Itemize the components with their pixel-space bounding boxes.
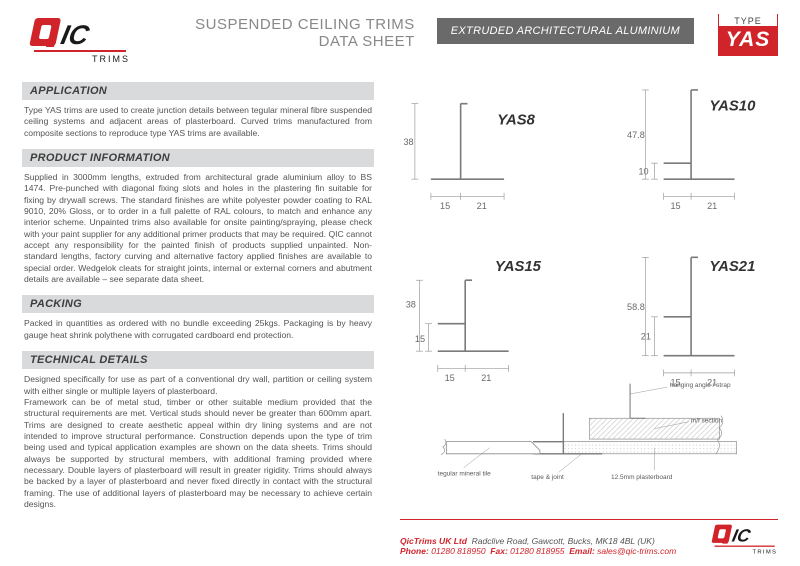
- badge-code-label: YAS: [719, 26, 777, 55]
- header: IC TRIMS SUSPENDED CEILING TRIMS DATA SH…: [22, 14, 778, 66]
- svg-text:TRIMS: TRIMS: [752, 549, 777, 555]
- footer-address: Radclive Road, Gawcott, Bucks, MK18 4BL …: [472, 536, 655, 546]
- svg-text:38: 38: [406, 299, 416, 309]
- section-head-technical: TECHNICAL DETAILS: [22, 351, 374, 369]
- diagram-yas8: YAS8 38 15 21: [392, 76, 575, 230]
- svg-text:YAS15: YAS15: [495, 259, 542, 275]
- cross-section-diagram: hanging angle / strap m/f section tegula…: [392, 368, 778, 498]
- svg-text:58.8: 58.8: [627, 302, 645, 312]
- svg-text:IC: IC: [58, 19, 93, 50]
- title-block: SUSPENDED CEILING TRIMS DATA SHEET: [142, 14, 415, 50]
- svg-text:15: 15: [440, 201, 450, 211]
- section-body-application: Type YAS trims are used to create juncti…: [22, 100, 374, 143]
- svg-text:TRIMS: TRIMS: [92, 54, 130, 64]
- svg-text:IC: IC: [730, 526, 753, 546]
- logo-main: IC TRIMS: [22, 14, 130, 66]
- svg-text:YAS21: YAS21: [709, 259, 755, 275]
- section-body-technical: Designed specifically for use as part of…: [22, 369, 374, 514]
- svg-text:21: 21: [477, 201, 487, 211]
- extruded-bar: EXTRUDED ARCHITECTURAL ALUMINIUM: [437, 18, 694, 44]
- footer-fax-label: Fax:: [490, 546, 507, 556]
- footer-email: sales@qic-trims.com: [597, 546, 676, 556]
- left-column: APPLICATION Type YAS trims are used to c…: [22, 76, 374, 514]
- diagram-grid: YAS8 38 15 21: [392, 76, 778, 356]
- section-body-packing: Packed in quantities as ordered with no …: [22, 313, 374, 345]
- footer-text: QicTrims UK Ltd Radclive Road, Gawcott, …: [400, 536, 696, 556]
- footer-rule: [400, 519, 778, 520]
- svg-text:tape & joint: tape & joint: [531, 474, 564, 481]
- svg-text:tegular mineral tile: tegular mineral tile: [438, 470, 491, 477]
- svg-text:21: 21: [641, 331, 651, 341]
- badge-top-label: TYPE: [719, 14, 777, 26]
- logo-footer: IC TRIMS: [706, 522, 778, 556]
- svg-text:15: 15: [415, 334, 425, 344]
- svg-text:m/f section: m/f section: [691, 418, 723, 425]
- svg-text:15: 15: [670, 201, 680, 211]
- footer-phone: 01280 818950: [431, 546, 485, 556]
- svg-text:10: 10: [638, 167, 648, 177]
- doc-title-2: DATA SHEET: [142, 33, 415, 50]
- footer-email-label: Email:: [569, 546, 595, 556]
- svg-text:YAS10: YAS10: [709, 99, 756, 115]
- footer: QicTrims UK Ltd Radclive Road, Gawcott, …: [400, 522, 778, 556]
- footer-fax: 01280 818955: [510, 546, 564, 556]
- svg-text:21: 21: [707, 201, 717, 211]
- section-head-product: PRODUCT INFORMATION: [22, 149, 374, 167]
- svg-text:12.5mm plasterboard: 12.5mm plasterboard: [611, 474, 673, 481]
- section-head-packing: PACKING: [22, 295, 374, 313]
- svg-text:47.8: 47.8: [627, 130, 645, 140]
- diagram-yas10: YAS10 47.8 10: [595, 76, 778, 230]
- svg-text:YAS8: YAS8: [497, 112, 535, 128]
- footer-company: QicTrims UK Ltd: [400, 536, 467, 546]
- svg-text:38: 38: [403, 137, 413, 147]
- right-column: YAS8 38 15 21: [392, 76, 778, 514]
- svg-text:hanging angle / strap: hanging angle / strap: [670, 382, 731, 389]
- doc-title-1: SUSPENDED CEILING TRIMS: [142, 16, 415, 33]
- section-body-product: Supplied in 3000mm lengths, extruded fro…: [22, 167, 374, 289]
- section-head-application: APPLICATION: [22, 82, 374, 100]
- type-badge: TYPE YAS: [718, 14, 778, 56]
- footer-phone-label: Phone:: [400, 546, 429, 556]
